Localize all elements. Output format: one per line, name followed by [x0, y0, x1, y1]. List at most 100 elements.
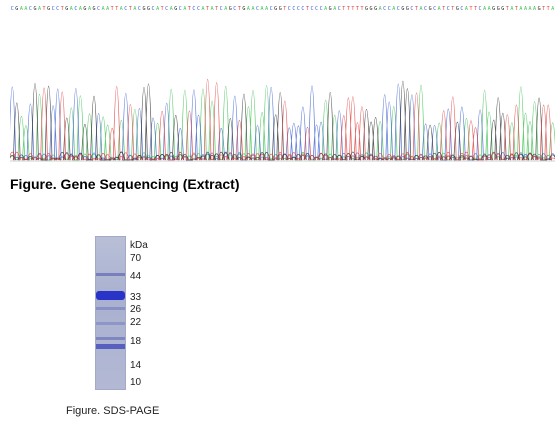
base-call-letter: T — [115, 6, 118, 12]
base-call-letter: T — [342, 6, 345, 12]
marker-label: 10 — [130, 377, 142, 388]
gel-band — [96, 322, 125, 325]
base-call-letter: A — [488, 6, 491, 12]
base-call-letter: C — [56, 6, 59, 12]
base-call-letter: C — [460, 6, 463, 12]
gel-band — [96, 344, 125, 349]
marker-label: 70 — [130, 253, 142, 264]
base-call-letter: G — [279, 6, 282, 12]
base-call-letter: T — [442, 6, 445, 12]
base-call-letter: T — [129, 6, 132, 12]
base-call-letter: C — [192, 6, 195, 12]
sequencing-figure-caption: Figure. Gene Sequencing (Extract) — [10, 176, 240, 192]
base-call-letter: G — [229, 6, 232, 12]
base-call-letter: A — [465, 6, 468, 12]
base-call-letter: T — [347, 6, 350, 12]
base-call-letter: C — [152, 6, 155, 12]
base-call-letter: C — [297, 6, 300, 12]
base-call-letter: G — [456, 6, 459, 12]
base-call-letter: A — [88, 6, 91, 12]
base-call-letter: A — [102, 6, 105, 12]
gel-band — [96, 307, 125, 310]
base-call-letter: G — [142, 6, 145, 12]
base-call-letter: A — [333, 6, 336, 12]
base-call-letter: G — [329, 6, 332, 12]
base-call-letter: T — [238, 6, 241, 12]
base-call-letter: C — [397, 6, 400, 12]
base-call-letter: A — [529, 6, 532, 12]
base-call-letter: A — [438, 6, 441, 12]
base-call-letter: A — [519, 6, 522, 12]
base-call-letter: T — [515, 6, 518, 12]
base-call-letter: T — [188, 6, 191, 12]
base-call-letter: A — [251, 6, 254, 12]
base-call-letter: C — [74, 6, 77, 12]
base-call-letter: C — [179, 6, 182, 12]
base-call-letter: T — [469, 6, 472, 12]
base-call-letter: G — [274, 6, 277, 12]
marker-label: 33 — [130, 292, 142, 303]
base-call-letter: G — [538, 6, 541, 12]
base-call-letter: A — [183, 6, 186, 12]
base-call-letter: T — [356, 6, 359, 12]
base-call-letter: T — [360, 6, 363, 12]
base-call-letter: C — [97, 6, 100, 12]
base-call-letter: A — [170, 6, 173, 12]
base-call-letter: T — [111, 6, 114, 12]
base-call-letter: G — [147, 6, 150, 12]
trace-t — [10, 79, 555, 161]
base-call-letter: A — [551, 6, 554, 12]
base-call-letter: A — [533, 6, 536, 12]
base-call-letter: G — [174, 6, 177, 12]
base-call-letter: G — [401, 6, 404, 12]
base-call-letter: G — [242, 6, 245, 12]
base-call-letter: G — [365, 6, 368, 12]
base-call-letter: A — [79, 6, 82, 12]
base-call-letter: G — [83, 6, 86, 12]
base-call-letter: T — [351, 6, 354, 12]
base-call-letter: A — [38, 6, 41, 12]
base-call-letter: T — [215, 6, 218, 12]
base-call-letter: A — [324, 6, 327, 12]
base-call-letter: C — [320, 6, 323, 12]
base-call-letter: C — [220, 6, 223, 12]
base-call-letter: A — [106, 6, 109, 12]
base-call-letter: C — [256, 6, 259, 12]
base-call-letter: A — [133, 6, 136, 12]
base-call-letter: T — [306, 6, 309, 12]
base-call-letter: T — [547, 6, 550, 12]
base-call-letter: C — [388, 6, 391, 12]
sds-page-figure-caption: Figure. SDS-PAGE — [66, 405, 160, 417]
gel-band — [96, 337, 125, 340]
base-call-letter: A — [392, 6, 395, 12]
base-call-letter: C — [433, 6, 436, 12]
kda-unit-label: kDa — [130, 240, 148, 251]
base-call-letter: G — [65, 6, 68, 12]
base-call-letter: C — [197, 6, 200, 12]
base-call-letter: G — [497, 6, 500, 12]
base-call-letter: C — [311, 6, 314, 12]
marker-label: 14 — [130, 360, 142, 371]
base-call-letter: G — [492, 6, 495, 12]
base-call-letter: A — [211, 6, 214, 12]
base-call-letter: C — [479, 6, 482, 12]
base-call-letter: A — [420, 6, 423, 12]
base-call-letter: C — [338, 6, 341, 12]
base-call-letter: A — [510, 6, 513, 12]
base-call-letter: C — [165, 6, 168, 12]
marker-label: 44 — [130, 271, 142, 282]
trace-a — [10, 85, 555, 161]
base-call-letter: A — [379, 6, 382, 12]
base-call-letter: C — [270, 6, 273, 12]
base-call-letter: T — [61, 6, 64, 12]
gel-band — [96, 273, 125, 276]
base-call-letter: A — [202, 6, 205, 12]
sds-page-gel-lane — [95, 236, 126, 390]
marker-label: 26 — [130, 304, 142, 315]
base-call-letter: A — [224, 6, 227, 12]
base-call-letter: G — [33, 6, 36, 12]
base-call-letter: C — [447, 6, 450, 12]
base-call-letter: A — [70, 6, 73, 12]
base-call-letter: G — [47, 6, 50, 12]
